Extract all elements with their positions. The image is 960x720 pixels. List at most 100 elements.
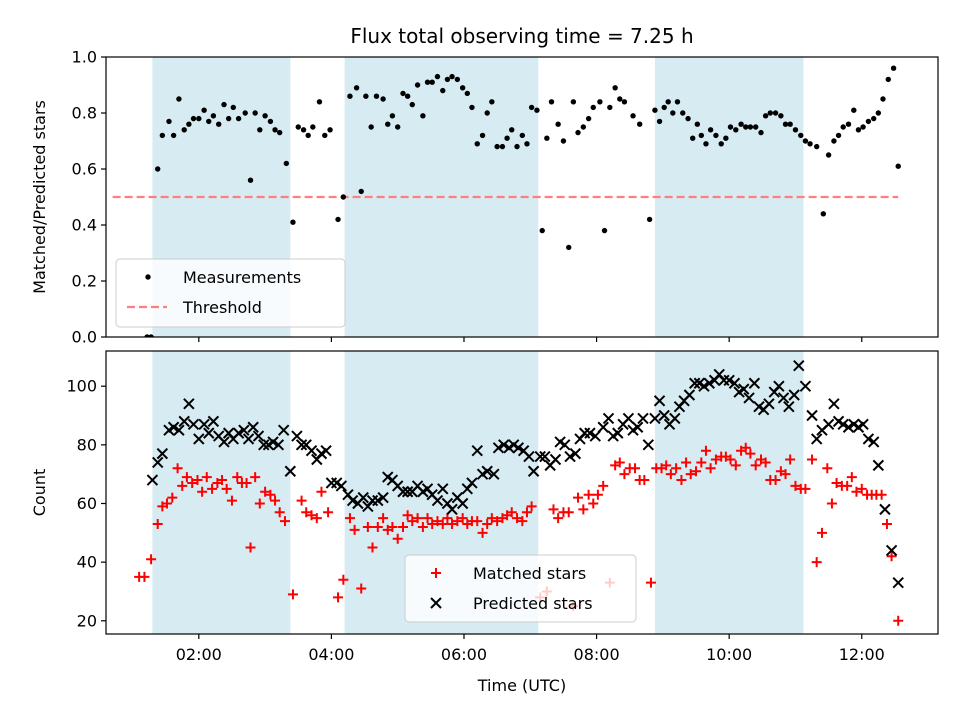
- matched-star-point: [442, 513, 453, 524]
- predicted-star-point: [247, 421, 259, 433]
- legend-label-predicted: Predicted stars: [473, 594, 593, 613]
- matched-star-point: [232, 472, 243, 483]
- axes-frame: [105, 350, 939, 635]
- matched-star-point: [826, 498, 837, 509]
- y-tick-label: 80: [77, 435, 97, 454]
- predicted-star-point: [238, 424, 250, 436]
- measurement-point: [703, 141, 709, 147]
- predicted-star-point: [397, 486, 409, 498]
- predicted-star-point: [267, 436, 279, 448]
- y-tick-label: 0.8: [72, 104, 97, 123]
- measurement-point: [186, 121, 192, 127]
- matched-star-point: [676, 475, 687, 486]
- x-tick-label: 04:00: [308, 645, 354, 664]
- measurement-point: [210, 113, 217, 119]
- matched-star-point: [226, 495, 237, 506]
- measurement-point: [449, 73, 455, 80]
- predicted-star-point: [828, 398, 840, 410]
- measurement-point: [414, 82, 421, 88]
- measurement-point: [778, 113, 784, 119]
- measurement-point: [514, 143, 520, 150]
- measurement-point: [144, 334, 150, 337]
- predicted-star-point: [669, 412, 681, 425]
- measurement-point: [363, 93, 369, 99]
- predicted-star-point: [658, 409, 670, 422]
- matched-star-point: [146, 554, 157, 565]
- measurement-point: [454, 76, 461, 83]
- matched-star-point: [378, 513, 389, 524]
- matched-star-point: [790, 480, 801, 491]
- predicted-star-point: [258, 439, 270, 451]
- matched-star-point: [512, 513, 523, 524]
- measurement-point: [353, 85, 360, 91]
- matched-star-point: [710, 454, 721, 465]
- legend-label-matched: Matched stars: [473, 564, 586, 583]
- matched-star-point: [685, 469, 696, 480]
- measurement-point: [459, 85, 466, 91]
- measurement-point: [358, 188, 364, 195]
- predicted-star-point: [527, 465, 540, 477]
- measurement-point: [661, 104, 667, 111]
- matched-star-point: [362, 521, 373, 532]
- predicted-star-point: [549, 453, 562, 466]
- matched-star-point: [279, 516, 290, 527]
- predicted-star-point: [810, 433, 823, 445]
- measurement-point: [694, 121, 701, 127]
- measurement-point: [670, 110, 676, 116]
- plot-area: [134, 351, 904, 634]
- matched-star-point: [893, 615, 904, 626]
- matched-star-point: [260, 486, 271, 497]
- measurement-point: [560, 138, 567, 144]
- measurement-point: [166, 118, 172, 125]
- y-tick-label: 1.0: [72, 48, 97, 67]
- measurement-point: [310, 124, 316, 130]
- legend-box: [115, 258, 346, 328]
- matched-star-point: [740, 442, 751, 453]
- matched-star-point: [614, 457, 625, 468]
- measurement-point: [283, 160, 290, 167]
- matched-star-point: [770, 475, 781, 486]
- predicted-star-point: [822, 418, 835, 431]
- predicted-star-point: [723, 374, 735, 387]
- measurement-point: [509, 127, 515, 133]
- predicted-star-point: [183, 398, 195, 410]
- matched-star-point: [427, 519, 438, 530]
- matched-star-point: [645, 577, 656, 588]
- measurement-point: [327, 127, 333, 133]
- predicted-star-point: [777, 392, 790, 404]
- measurement-point: [420, 113, 426, 119]
- x-tick-label: 10:00: [706, 645, 752, 664]
- measurement-point: [723, 135, 729, 141]
- measurement-point: [206, 118, 212, 125]
- matched-star-point: [876, 489, 887, 500]
- legend-measurement-marker: [145, 274, 151, 280]
- predicted-star-point: [622, 412, 635, 425]
- measurement-point: [548, 99, 555, 105]
- matched-star-point: [671, 463, 682, 474]
- measurement-point: [802, 138, 809, 144]
- predicted-star-point: [857, 418, 869, 431]
- measurement-point: [225, 115, 232, 122]
- predicted-star-point: [773, 380, 785, 392]
- predicted-star-point: [763, 398, 775, 410]
- matched-star-point: [344, 513, 355, 524]
- matched-star-point: [521, 507, 532, 518]
- measurement-point: [820, 211, 827, 217]
- matched-star-point: [161, 498, 172, 509]
- measurement-point: [247, 177, 254, 183]
- measurement-point: [424, 79, 431, 85]
- matched-star-point: [301, 507, 312, 518]
- measurement-point: [870, 115, 877, 122]
- predicted-star-point: [642, 439, 654, 451]
- measurement-point: [252, 110, 258, 116]
- predicted-star-point: [748, 377, 761, 389]
- predicted-star-point: [232, 427, 245, 439]
- measurement-point: [335, 216, 341, 223]
- measurement-point: [176, 96, 182, 102]
- predicted-star-point: [295, 439, 308, 451]
- matched-star-point: [598, 480, 609, 491]
- matched-star-point: [217, 475, 228, 486]
- matched-star-point: [452, 516, 463, 527]
- predicted-star-point: [842, 421, 855, 433]
- matched-star-point: [187, 477, 198, 488]
